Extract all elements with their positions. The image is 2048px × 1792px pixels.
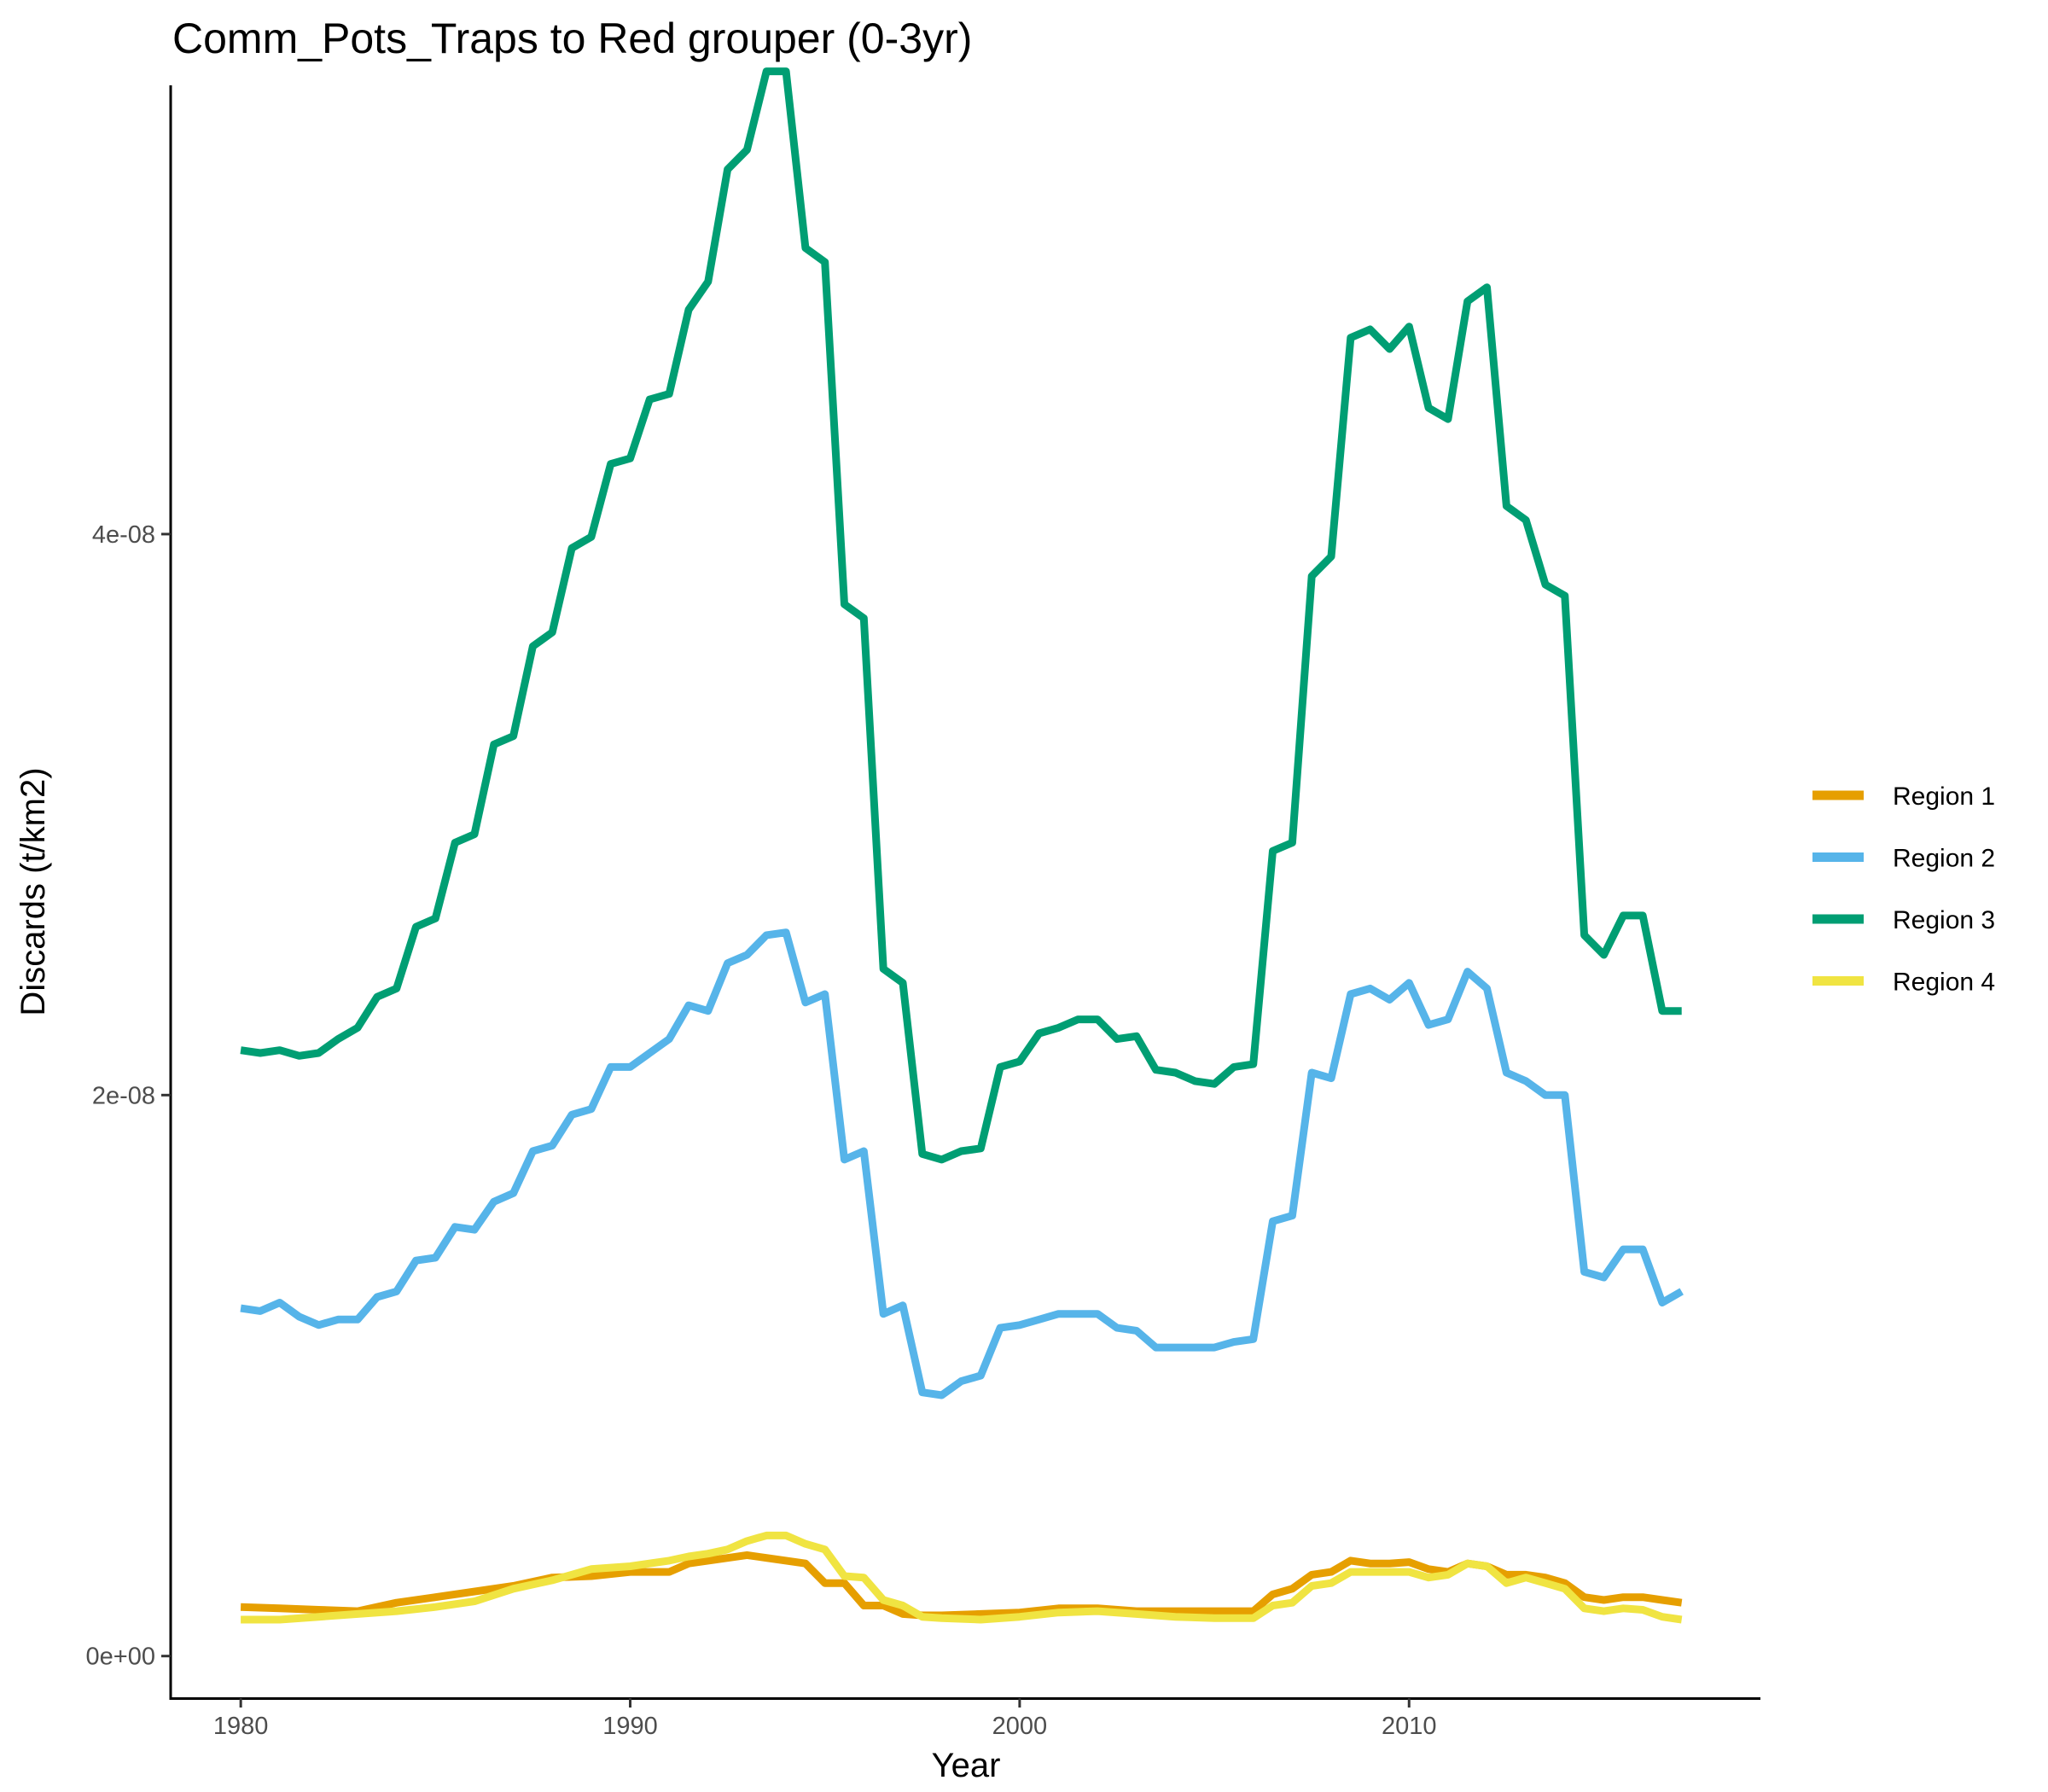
legend: Region 1 Region 2 Region 3 Region 4 [1812,783,1995,997]
legend-item-region-2: Region 2 [1812,845,1995,873]
y-tick-label: 2e-08 [92,1082,155,1109]
series-line-region-4 [241,1531,1683,1624]
series-line-region-1 [240,1551,1683,1620]
series-line-region-3 [240,67,1682,1164]
y-axis-ticks: 0e+00 2e-08 4e-08 [86,521,171,1671]
legend-item-region-4: Region 4 [1812,969,1995,997]
series-line-region-2 [240,928,1684,1399]
series-group [240,67,1684,1624]
y-tick-label: 0e+00 [86,1644,155,1671]
x-tick-label: 2010 [1382,1713,1437,1740]
legend-label: Region 3 [1893,906,1995,934]
y-axis-title: Discards (t/km2) [15,767,52,1015]
legend-label: Region 1 [1893,783,1995,811]
x-axis-title: Year [932,1747,1001,1784]
chart-title: Comm_Pots_Traps to Red grouper (0-3yr) [172,15,972,62]
x-tick-label: 1990 [602,1713,658,1740]
x-tick-label: 2000 [992,1713,1048,1740]
legend-item-region-1: Region 1 [1812,783,1995,811]
x-tick-label: 1980 [213,1713,269,1740]
y-tick-label: 4e-08 [92,521,155,549]
legend-label: Region 2 [1893,845,1995,873]
plot-area: 1980 1990 2000 2010 0e+00 2e-08 4e-08 [86,67,1760,1740]
x-axis-ticks: 1980 1990 2000 2010 [213,1698,1437,1740]
legend-label: Region 4 [1893,969,1995,997]
legend-item-region-3: Region 3 [1812,906,1995,934]
